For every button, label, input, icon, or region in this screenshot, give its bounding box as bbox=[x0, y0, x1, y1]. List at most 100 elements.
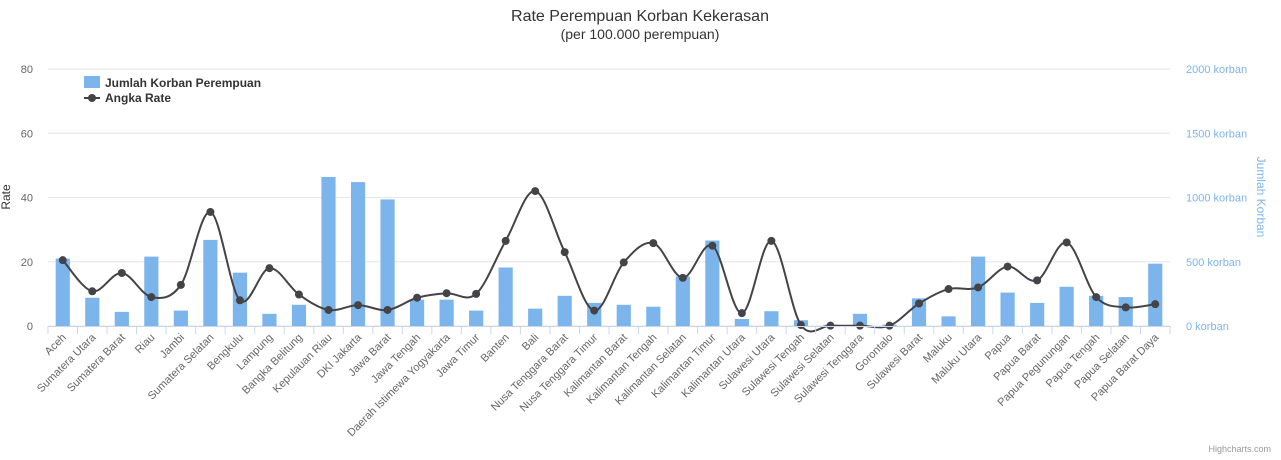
x-tick-label: Banten bbox=[479, 332, 512, 365]
chart-title: Rate Perempuan Korban Kekerasan bbox=[511, 8, 769, 25]
rate-point-4[interactable] bbox=[176, 280, 185, 289]
rate-point-19[interactable] bbox=[619, 258, 628, 267]
left-tick-label: 40 bbox=[21, 193, 33, 205]
legend-label-bars: Jumlah Korban Perempuan bbox=[105, 76, 261, 90]
bar-20[interactable] bbox=[646, 306, 661, 326]
bar-32[interactable] bbox=[1000, 292, 1015, 326]
bar-1[interactable] bbox=[85, 297, 100, 326]
rate-point-35[interactable] bbox=[1092, 293, 1101, 302]
rate-point-32[interactable] bbox=[1003, 262, 1012, 271]
bar-4[interactable] bbox=[173, 310, 188, 326]
bar-2[interactable] bbox=[114, 311, 129, 326]
left-tick-label: 20 bbox=[21, 257, 33, 269]
bar-11[interactable] bbox=[380, 199, 395, 326]
right-axis-title: Jumlah Korban bbox=[1254, 157, 1268, 238]
bar-9[interactable] bbox=[321, 176, 336, 326]
bar-16[interactable] bbox=[528, 308, 543, 326]
rate-point-26[interactable] bbox=[826, 321, 835, 330]
bar-36[interactable] bbox=[1118, 297, 1133, 326]
bar-15[interactable] bbox=[498, 267, 513, 326]
rate-point-1[interactable] bbox=[88, 287, 97, 296]
bar-19[interactable] bbox=[616, 304, 631, 326]
rate-point-9[interactable] bbox=[324, 305, 333, 314]
legend-marker-line bbox=[88, 94, 96, 102]
right-tick-label: 2000 korban bbox=[1186, 64, 1247, 76]
rate-points bbox=[58, 187, 1160, 330]
chart-subtitle: (per 100.000 perempuan) bbox=[561, 26, 720, 42]
x-tick-label: Bali bbox=[520, 332, 541, 353]
bar-17[interactable] bbox=[557, 295, 572, 326]
rate-point-11[interactable] bbox=[383, 305, 392, 314]
rate-point-10[interactable] bbox=[354, 301, 363, 310]
bar-series bbox=[55, 176, 1163, 326]
credits[interactable]: Highcharts.com bbox=[1208, 444, 1271, 454]
rate-point-21[interactable] bbox=[678, 273, 687, 282]
rate-point-36[interactable] bbox=[1121, 303, 1130, 312]
rate-point-18[interactable] bbox=[590, 306, 599, 315]
rate-point-15[interactable] bbox=[501, 236, 510, 245]
rate-point-25[interactable] bbox=[796, 321, 805, 330]
bar-8[interactable] bbox=[291, 304, 307, 326]
bar-12[interactable] bbox=[409, 299, 425, 326]
bar-7[interactable] bbox=[262, 313, 277, 326]
bar-30[interactable] bbox=[941, 316, 956, 326]
rate-point-23[interactable] bbox=[737, 309, 746, 318]
right-axis: 0 korban 500 korban 1000 korban 1500 korban… bbox=[1186, 64, 1247, 333]
bar-33[interactable] bbox=[1030, 302, 1045, 326]
bar-22[interactable] bbox=[705, 240, 720, 326]
right-tick-label: 500 korban bbox=[1186, 257, 1241, 269]
left-axis: 0 20 40 60 80 bbox=[21, 64, 33, 333]
bar-13[interactable] bbox=[439, 299, 454, 326]
rate-point-30[interactable] bbox=[944, 285, 953, 294]
bar-10[interactable] bbox=[350, 182, 366, 326]
rate-point-2[interactable] bbox=[117, 268, 126, 277]
bar-14[interactable] bbox=[469, 310, 484, 326]
bar-37[interactable] bbox=[1148, 263, 1163, 326]
rate-point-33[interactable] bbox=[1033, 276, 1042, 285]
legend-swatch-bars bbox=[84, 76, 100, 88]
rate-point-27[interactable] bbox=[855, 321, 864, 330]
rate-point-6[interactable] bbox=[235, 296, 244, 305]
x-tick-label: Riau bbox=[133, 332, 157, 356]
rate-point-8[interactable] bbox=[294, 290, 303, 299]
rate-point-20[interactable] bbox=[649, 239, 658, 248]
rate-point-31[interactable] bbox=[974, 283, 983, 292]
rate-point-17[interactable] bbox=[560, 248, 569, 257]
rate-point-22[interactable] bbox=[708, 241, 717, 250]
bar-24[interactable] bbox=[764, 311, 779, 326]
legend[interactable]: Jumlah Korban Perempuan Angka Rate bbox=[84, 76, 261, 105]
bar-3[interactable] bbox=[144, 256, 159, 326]
x-tick-label: Aceh bbox=[43, 332, 69, 358]
legend-item-line[interactable]: Angka Rate bbox=[84, 91, 171, 105]
rate-point-7[interactable] bbox=[265, 264, 274, 273]
rate-point-16[interactable] bbox=[531, 187, 540, 196]
rate-point-5[interactable] bbox=[206, 207, 215, 216]
rate-point-24[interactable] bbox=[767, 236, 776, 245]
bar-35[interactable] bbox=[1089, 295, 1104, 326]
bar-0[interactable] bbox=[55, 258, 70, 326]
rate-point-13[interactable] bbox=[442, 289, 451, 298]
left-tick-label: 0 bbox=[27, 321, 33, 333]
rate-point-37[interactable] bbox=[1151, 300, 1160, 309]
left-tick-label: 60 bbox=[21, 128, 33, 140]
right-tick-label: 1000 korban bbox=[1186, 193, 1247, 205]
bar-34[interactable] bbox=[1059, 286, 1074, 326]
rate-line bbox=[62, 190, 1156, 333]
rate-point-0[interactable] bbox=[58, 256, 67, 265]
bar-23[interactable] bbox=[734, 318, 749, 326]
rate-point-28[interactable] bbox=[885, 321, 894, 330]
rate-point-14[interactable] bbox=[472, 289, 481, 298]
bar-5[interactable] bbox=[203, 239, 218, 326]
legend-item-bars[interactable]: Jumlah Korban Perempuan bbox=[84, 76, 261, 90]
rate-point-3[interactable] bbox=[147, 293, 156, 302]
bar-27[interactable] bbox=[852, 313, 868, 326]
rate-point-29[interactable] bbox=[915, 299, 924, 308]
bar-21[interactable] bbox=[675, 276, 690, 326]
right-tick-label: 1500 korban bbox=[1186, 128, 1247, 140]
right-tick-label: 0 korban bbox=[1186, 321, 1229, 333]
rate-point-12[interactable] bbox=[413, 293, 422, 302]
rate-point-34[interactable] bbox=[1062, 238, 1071, 247]
left-tick-label: 80 bbox=[21, 64, 33, 76]
